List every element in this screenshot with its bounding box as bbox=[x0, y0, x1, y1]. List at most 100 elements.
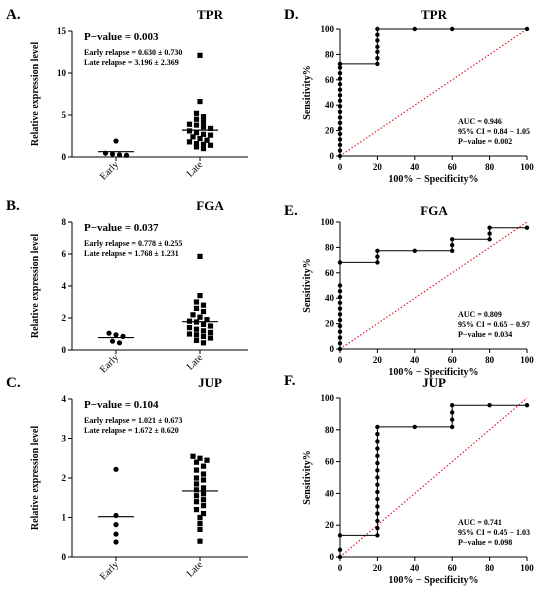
y-axis-label: Relative expression level bbox=[30, 426, 41, 530]
category-label: Late bbox=[185, 159, 206, 180]
y-tick-label: 0 bbox=[330, 344, 335, 354]
roc-point bbox=[337, 87, 343, 92]
data-point-late bbox=[193, 499, 200, 505]
roc-point bbox=[337, 98, 343, 103]
data-point-early bbox=[123, 152, 130, 158]
roc-point bbox=[375, 453, 380, 459]
data-point-late bbox=[193, 487, 200, 493]
x-tick-label: 0 bbox=[338, 355, 343, 365]
roc-point bbox=[412, 26, 417, 32]
data-point-late bbox=[200, 485, 207, 491]
data-point-late bbox=[190, 453, 196, 459]
x-tick-label: 0 bbox=[338, 563, 343, 573]
roc-point bbox=[412, 424, 417, 430]
stat-line: AUC = 0.741 bbox=[458, 518, 502, 527]
x-tick-label: 80 bbox=[485, 355, 495, 365]
stat-line: P−value = 0.098 bbox=[458, 538, 512, 547]
data-point-late bbox=[197, 52, 203, 58]
roc-point bbox=[337, 93, 343, 98]
data-point-late bbox=[193, 507, 200, 513]
y-tick-label: 10 bbox=[57, 68, 67, 78]
stat-line: AUC = 0.946 bbox=[458, 117, 502, 126]
x-tick-label: 60 bbox=[448, 563, 458, 573]
data-point-late bbox=[200, 503, 207, 509]
data-point-late bbox=[186, 331, 193, 337]
roc-point bbox=[412, 248, 417, 254]
roc-point bbox=[337, 335, 343, 340]
x-tick-label: 40 bbox=[410, 355, 420, 365]
roc-point bbox=[337, 317, 343, 323]
x-tick-label: 20 bbox=[373, 162, 383, 172]
y-axis-label: Sensitivity% bbox=[302, 65, 313, 119]
roc-point bbox=[337, 153, 343, 159]
roc-point bbox=[375, 439, 380, 444]
roc-point bbox=[337, 126, 343, 131]
roc-point bbox=[375, 446, 380, 451]
category-label: Early bbox=[98, 159, 121, 182]
roc-point bbox=[375, 482, 380, 487]
stat-line: 95% CI = 0.84 − 1.05 bbox=[458, 127, 530, 136]
data-point-late bbox=[193, 305, 200, 311]
chart-panel-c: C. JUP 0 1 2 3 4 Early Late Relative expression l… bbox=[6, 375, 248, 582]
data-point-early bbox=[116, 152, 123, 158]
x-tick-label: 100 bbox=[520, 162, 534, 172]
chart-title: FGA bbox=[420, 203, 448, 218]
data-point-late bbox=[193, 475, 200, 481]
data-point-early bbox=[106, 330, 112, 336]
roc-point bbox=[375, 489, 380, 495]
data-point-late bbox=[200, 321, 207, 327]
roc-point bbox=[375, 525, 380, 531]
roc-point bbox=[337, 61, 343, 67]
data-point-late bbox=[193, 299, 200, 305]
y-tick-label: 0 bbox=[62, 552, 67, 562]
data-point-late bbox=[200, 477, 207, 483]
data-point-early bbox=[113, 522, 119, 528]
roc-point bbox=[450, 248, 455, 254]
roc-point bbox=[375, 49, 380, 55]
category-label: Early bbox=[98, 559, 121, 582]
chart-panel-a: A. TPR 0 5 10 15 Early Late Relative expression … bbox=[6, 7, 248, 182]
x-tick-label: 80 bbox=[485, 162, 495, 172]
y-tick-label: 3 bbox=[62, 434, 67, 444]
roc-point bbox=[337, 137, 343, 142]
y-tick-label: 0 bbox=[62, 345, 67, 355]
roc-point bbox=[487, 237, 492, 242]
data-point-early bbox=[113, 466, 119, 472]
data-point-late bbox=[207, 125, 214, 132]
roc-point bbox=[375, 533, 380, 538]
data-point-early bbox=[113, 531, 119, 537]
roc-point bbox=[524, 26, 530, 32]
data-point-late bbox=[186, 325, 193, 331]
y-tick-label: 80 bbox=[325, 49, 335, 59]
roc-point bbox=[337, 346, 343, 352]
roc-point bbox=[375, 260, 380, 265]
roc-point bbox=[450, 417, 455, 422]
data-point-late bbox=[197, 538, 203, 544]
roc-point bbox=[375, 460, 380, 466]
data-point-late bbox=[193, 122, 200, 128]
roc-point bbox=[337, 289, 343, 294]
roc-point bbox=[337, 76, 343, 81]
data-point-late bbox=[200, 141, 207, 147]
data-point-late bbox=[193, 140, 200, 147]
roc-point bbox=[375, 38, 380, 43]
roc-point bbox=[337, 109, 343, 115]
y-tick-label: 40 bbox=[325, 100, 335, 110]
roc-point bbox=[337, 70, 343, 76]
panel-label: D. bbox=[284, 7, 299, 23]
chart-title: JUP bbox=[422, 375, 446, 390]
data-point-late bbox=[197, 314, 203, 320]
y-tick-label: 6 bbox=[62, 249, 67, 259]
data-point-late bbox=[193, 332, 200, 338]
data-point-late bbox=[200, 119, 207, 125]
data-point-late bbox=[200, 340, 207, 346]
chart-panel-b: B. FGA 0 2 4 6 8 Early Late Relative expression l… bbox=[6, 198, 248, 375]
data-point-late bbox=[197, 526, 203, 532]
p-value-text: P−value = 0.003 bbox=[84, 31, 159, 43]
data-point-late bbox=[200, 497, 207, 503]
y-tick-label: 2 bbox=[62, 313, 67, 323]
y-tick-label: 40 bbox=[325, 293, 335, 303]
x-tick-label: 100 bbox=[520, 563, 534, 573]
roc-curve bbox=[339, 28, 527, 156]
